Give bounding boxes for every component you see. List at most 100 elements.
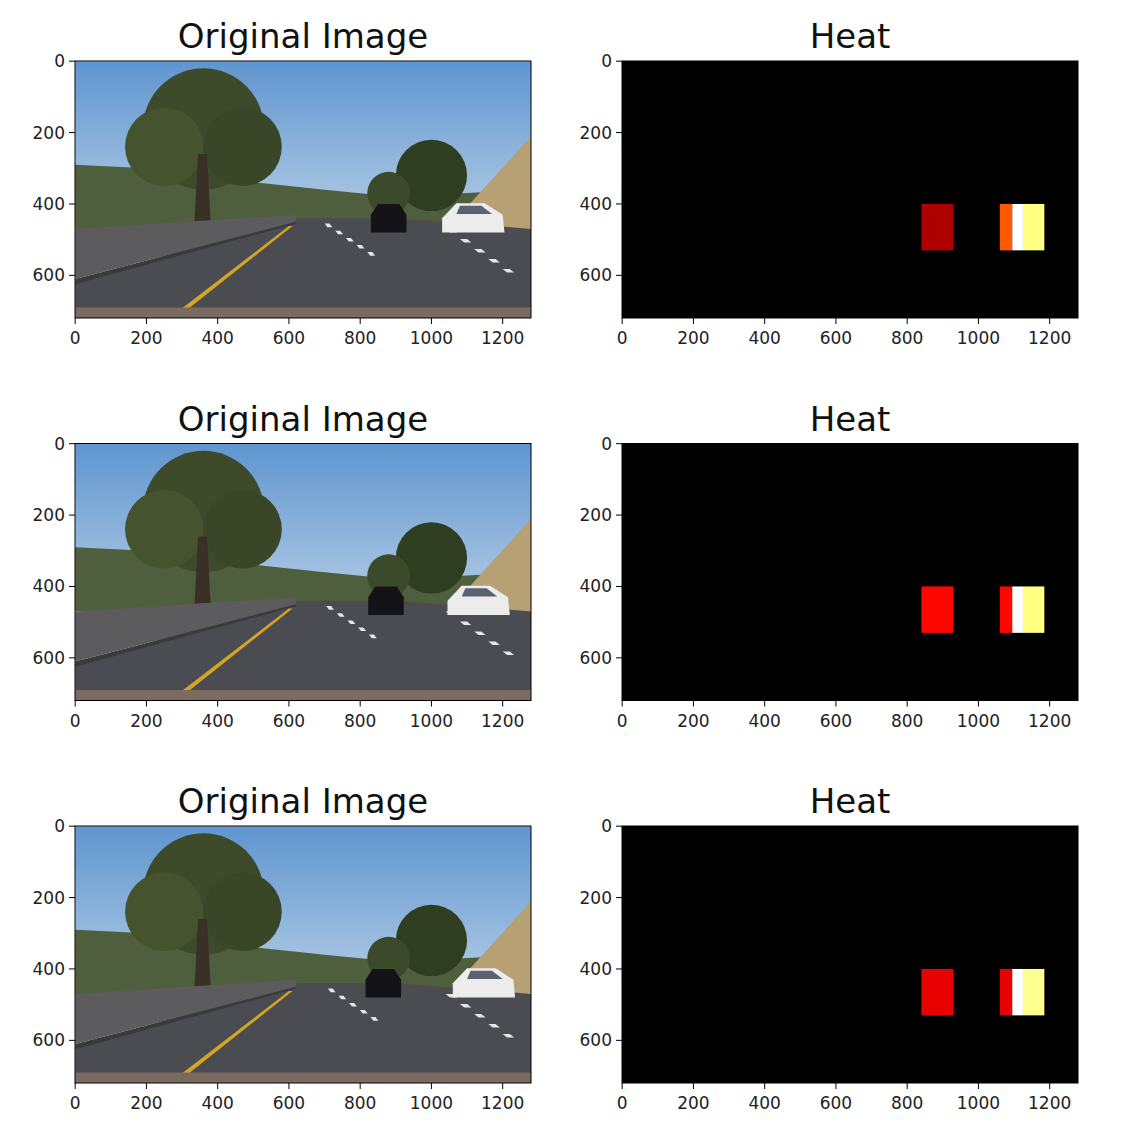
x-tick-label: 0 (70, 328, 81, 348)
heat-cell (921, 204, 953, 250)
lane-dash (349, 1003, 357, 1007)
lane-dash (474, 249, 485, 253)
lane-dash (335, 231, 343, 235)
black-car (366, 969, 402, 998)
x-tick (146, 318, 147, 324)
subplot-title: Heat (810, 781, 891, 821)
x-tick (1049, 318, 1050, 324)
x-tick (693, 1083, 694, 1089)
lane-dash (346, 238, 354, 242)
y-tick (69, 515, 75, 516)
x-tick (146, 701, 147, 707)
barrier-shadow (75, 222, 296, 284)
x-tick (693, 701, 694, 707)
x-tick-label: 800 (891, 711, 923, 731)
x-tick-label: 200 (677, 1093, 709, 1113)
y-tick-label: 0 (601, 434, 612, 454)
x-tick (75, 318, 76, 324)
background (0, 0, 1142, 1130)
heat-cell (1012, 586, 1023, 632)
lane-dash (503, 1034, 514, 1038)
x-tick (502, 1083, 503, 1089)
x-tick-label: 0 (70, 1093, 81, 1113)
y-tick-label: 600 (580, 1030, 612, 1050)
x-tick-label: 1200 (481, 328, 524, 348)
y-tick (616, 515, 622, 516)
x-tick-label: 800 (344, 711, 376, 731)
y-tick-label: 0 (54, 816, 65, 836)
subplot-title: Original Image (178, 399, 428, 439)
x-tick-label: 400 (748, 328, 780, 348)
y-tick (616, 897, 622, 898)
lane-line (179, 991, 293, 1076)
white-car (453, 968, 515, 997)
y-tick-label: 200 (33, 505, 65, 525)
subplot: 0200400600800100012000200400600Original … (33, 16, 532, 348)
y-tick-label: 200 (33, 888, 65, 908)
x-tick-label: 200 (677, 328, 709, 348)
lane-dash (348, 620, 356, 624)
lane-dash (338, 996, 346, 1000)
x-tick-label: 800 (891, 1093, 923, 1113)
lane-line (179, 226, 293, 311)
x-tick (907, 701, 908, 707)
x-tick (502, 701, 503, 707)
x-tick (978, 701, 979, 707)
y-tick-label: 600 (580, 648, 612, 668)
tree-trunk (195, 154, 211, 222)
x-tick (431, 318, 432, 324)
lane-dash (367, 252, 375, 256)
x-tick-label: 0 (617, 711, 628, 731)
heat-cell (1012, 204, 1023, 250)
lane-dash (328, 989, 336, 993)
heat-cell (1012, 969, 1023, 1015)
x-tick (146, 1083, 147, 1089)
x-tick-label: 1200 (1028, 328, 1071, 348)
y-tick (616, 657, 622, 658)
y-tick-label: 400 (580, 576, 612, 596)
heat-background (622, 826, 1078, 1083)
x-tick-label: 400 (201, 711, 233, 731)
x-tick-label: 1200 (1028, 711, 1071, 731)
x-tick (360, 701, 361, 707)
x-tick-label: 200 (130, 1093, 162, 1113)
heat-cell (1000, 204, 1012, 250)
tree-canopy (125, 490, 203, 569)
tree-trunk (195, 537, 211, 605)
y-tick (69, 897, 75, 898)
y-tick-label: 400 (33, 576, 65, 596)
x-tick (835, 1083, 836, 1089)
white-car (442, 203, 504, 232)
x-tick-label: 1000 (957, 328, 1000, 348)
x-tick (288, 1083, 289, 1089)
axes-frame (75, 826, 531, 1083)
tree-canopy (203, 108, 281, 187)
subplot-title: Original Image (178, 16, 428, 56)
tree-canopy (125, 873, 203, 952)
y-tick (616, 586, 622, 587)
plot-area (75, 444, 531, 701)
x-tick-label: 600 (273, 711, 305, 731)
x-tick (288, 701, 289, 707)
y-tick (616, 61, 622, 62)
y-tick-label: 400 (33, 194, 65, 214)
x-tick (835, 701, 836, 707)
tree-canopy (203, 490, 281, 569)
lane-dash (358, 628, 366, 632)
x-tick-label: 1000 (410, 328, 453, 348)
subplot: 0200400600800100012000200400600Heat (580, 399, 1078, 731)
x-tick (1049, 1083, 1050, 1089)
x-tick-label: 1000 (410, 711, 453, 731)
x-tick-label: 600 (273, 1093, 305, 1113)
y-tick (616, 826, 622, 827)
white-car (448, 586, 510, 615)
y-tick-label: 200 (580, 505, 612, 525)
y-tick (69, 203, 75, 204)
tree-trunk (195, 919, 211, 987)
lane-dash (325, 224, 333, 228)
tree-canopy (203, 873, 281, 952)
x-tick (907, 1083, 908, 1089)
y-tick (69, 657, 75, 658)
tree-canopy (125, 108, 203, 187)
lane-dash (488, 1024, 499, 1028)
